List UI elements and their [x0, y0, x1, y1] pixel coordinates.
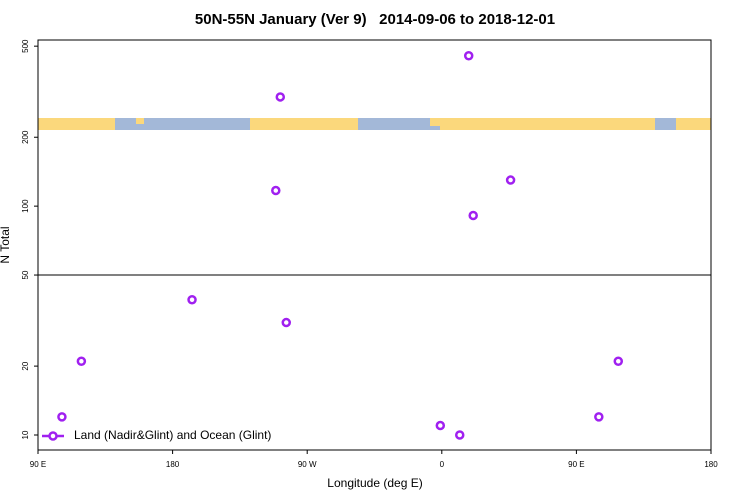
chart-title: 50N-55N January (Ver 9) 2014-09-06 to 20… [195, 11, 555, 28]
point [468, 210, 478, 221]
x-tick-label: 90 E [30, 460, 46, 469]
y-tick-label: 500 [21, 39, 30, 53]
land-band [440, 118, 655, 130]
y-axis-label: N Total [0, 226, 12, 263]
point [454, 430, 465, 440]
point [594, 412, 604, 422]
land-band [250, 118, 358, 130]
x-tick-label: 90 W [298, 460, 317, 469]
point [281, 317, 292, 328]
point [76, 356, 87, 367]
x-tick-label: 180 [166, 460, 180, 469]
y-tick-label: 50 [21, 270, 30, 279]
point [435, 420, 446, 431]
land-band [38, 118, 115, 130]
land-band [136, 118, 144, 124]
x-axis-label: Longitude (deg E) [327, 476, 422, 490]
point [275, 92, 286, 102]
point [57, 412, 67, 422]
y-tick-label: 20 [21, 361, 30, 370]
point [613, 356, 624, 367]
x-tick-label: 0 [440, 460, 445, 469]
point [463, 51, 474, 61]
point [271, 185, 281, 196]
x-tick-label: 90 E [568, 460, 584, 469]
plot-frame [37, 39, 712, 451]
point [187, 294, 197, 305]
y-tick-label: 200 [21, 130, 30, 144]
land-band [430, 118, 440, 126]
legend-label: Land (Nadir&Glint) and Ocean (Glint) [74, 428, 271, 442]
land-band [676, 118, 711, 130]
point [505, 175, 516, 185]
land-ocean-strip [38, 118, 711, 130]
x-tick-label: 180 [704, 460, 718, 469]
y-tick-label: 100 [21, 199, 30, 213]
legend-marker [48, 431, 58, 441]
y-tick-label: 10 [21, 430, 30, 439]
